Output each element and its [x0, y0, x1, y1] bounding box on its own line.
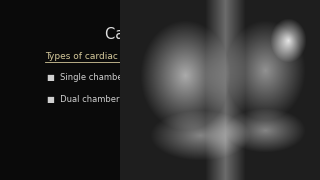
Text: RA Lead: RA Lead — [212, 100, 237, 104]
Text: ■  Dual chamber pacemaker: ■ Dual chamber pacemaker — [47, 95, 170, 104]
Text: ■  Single chamber pacemaker: ■ Single chamber pacemaker — [47, 73, 176, 82]
Text: Cardiac Devices: Cardiac Devices — [105, 27, 223, 42]
Text: Types of cardiac devices:: Types of cardiac devices: — [45, 52, 158, 61]
Text: RV Lead: RV Lead — [222, 122, 247, 127]
Text: Battery: Battery — [260, 86, 284, 91]
Text: Generator
('Can'): Generator ('Can') — [242, 33, 274, 44]
